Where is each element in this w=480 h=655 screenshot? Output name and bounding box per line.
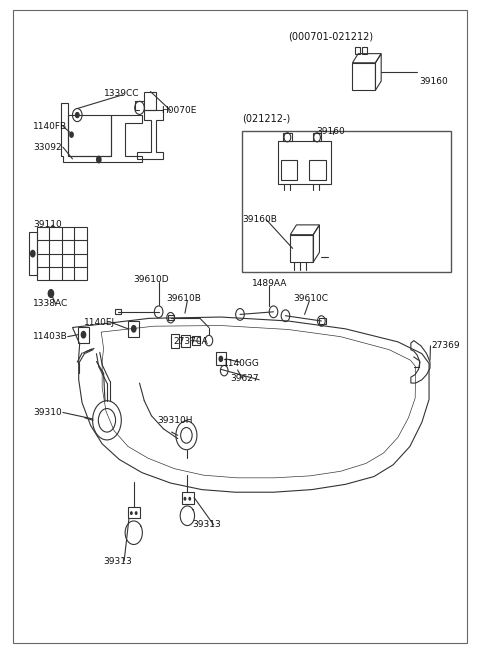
Text: 39160: 39160 <box>420 77 448 86</box>
Circle shape <box>75 113 79 118</box>
Circle shape <box>131 325 137 333</box>
Bar <box>216 352 226 365</box>
Circle shape <box>135 511 138 515</box>
Text: (021212-): (021212-) <box>242 113 291 123</box>
Bar <box>242 132 451 272</box>
Bar <box>281 160 298 180</box>
Text: 27370A: 27370A <box>173 337 208 346</box>
Text: 39110: 39110 <box>33 220 62 229</box>
Circle shape <box>69 132 74 138</box>
Text: H0070E: H0070E <box>161 106 196 115</box>
Bar <box>128 321 140 337</box>
Bar <box>319 318 325 324</box>
Text: 11403B: 11403B <box>33 332 68 341</box>
Bar <box>352 63 375 90</box>
Bar <box>78 327 89 343</box>
Text: 39313: 39313 <box>192 520 221 529</box>
Bar <box>128 506 141 518</box>
Bar <box>313 134 322 141</box>
Bar <box>181 492 194 504</box>
Bar <box>278 141 331 183</box>
Circle shape <box>130 511 133 515</box>
Text: 1140EJ: 1140EJ <box>84 318 116 327</box>
Circle shape <box>183 496 186 500</box>
Text: 39627: 39627 <box>230 374 259 383</box>
Text: 39160B: 39160B <box>242 215 277 224</box>
Bar <box>170 334 179 348</box>
Bar <box>310 160 326 180</box>
Text: 33092: 33092 <box>33 143 62 151</box>
Bar <box>181 335 190 347</box>
Text: 1140GG: 1140GG <box>223 359 260 368</box>
Circle shape <box>218 356 223 362</box>
Circle shape <box>48 289 54 298</box>
Text: 39310H: 39310H <box>157 416 193 425</box>
Text: 1140FB: 1140FB <box>33 122 67 131</box>
Bar <box>115 309 121 314</box>
Bar <box>355 47 360 54</box>
Circle shape <box>188 496 191 500</box>
Text: 1489AA: 1489AA <box>252 279 287 288</box>
Circle shape <box>81 331 86 339</box>
Bar <box>36 227 87 280</box>
Text: 1338AC: 1338AC <box>33 299 69 309</box>
Bar <box>192 336 200 345</box>
Text: (000701-021212): (000701-021212) <box>288 31 373 42</box>
Bar <box>362 47 367 54</box>
Bar <box>290 234 313 262</box>
Bar <box>29 232 36 275</box>
Text: 39610C: 39610C <box>294 294 329 303</box>
Circle shape <box>30 250 36 257</box>
Bar <box>283 134 292 141</box>
Bar <box>144 92 156 110</box>
Text: 1339CC: 1339CC <box>104 89 139 98</box>
Bar <box>168 315 174 320</box>
Text: 39610B: 39610B <box>166 294 201 303</box>
Text: 39313: 39313 <box>104 557 132 566</box>
Bar <box>68 115 111 156</box>
Circle shape <box>96 156 102 164</box>
Text: 39160: 39160 <box>317 127 345 136</box>
Text: 39310: 39310 <box>33 408 62 417</box>
Text: 39610D: 39610D <box>133 274 169 284</box>
Text: 27369: 27369 <box>432 341 460 350</box>
